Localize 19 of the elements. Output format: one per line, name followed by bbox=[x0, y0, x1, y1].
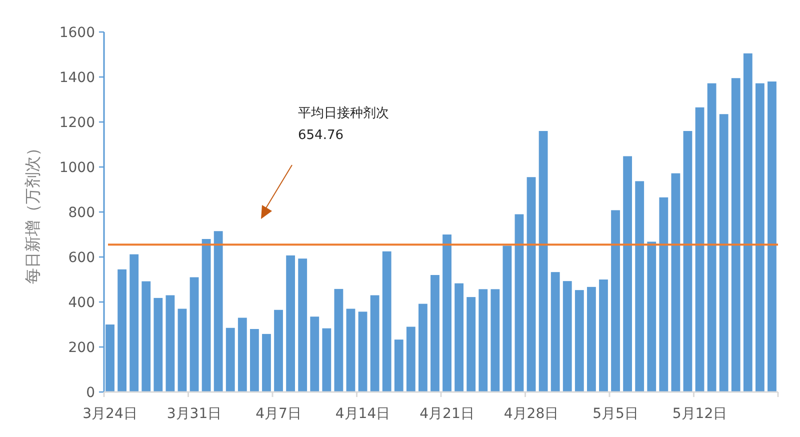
y-tick-label: 1600 bbox=[59, 25, 95, 41]
y-tick-label: 600 bbox=[68, 250, 95, 266]
x-tick-label: 4月28日 bbox=[504, 406, 559, 422]
y-tick-label: 0 bbox=[86, 385, 95, 401]
x-tick-label: 3月24日 bbox=[82, 406, 138, 422]
y-tick-label: 1200 bbox=[59, 115, 95, 131]
y-tick-label: 800 bbox=[68, 205, 95, 221]
x-tick-label: 5月12日 bbox=[672, 406, 728, 422]
y-tick-label: 1400 bbox=[59, 70, 95, 86]
y-tick-label: 400 bbox=[68, 295, 95, 311]
y-tick-label: 1000 bbox=[59, 160, 95, 176]
x-tick-label: 3月31日 bbox=[166, 406, 222, 422]
y-axis-title: 每日新增（万剂次） bbox=[23, 140, 42, 284]
x-tick-label: 5月5日 bbox=[592, 406, 638, 422]
y-tick-label: 200 bbox=[68, 340, 95, 356]
x-tick-label: 4月21日 bbox=[420, 406, 474, 422]
x-tick-label: 4月7日 bbox=[256, 406, 302, 422]
annotation: 平均日接种剂次 654.76 bbox=[298, 105, 390, 145]
x-tick-label: 4月14日 bbox=[335, 406, 390, 422]
